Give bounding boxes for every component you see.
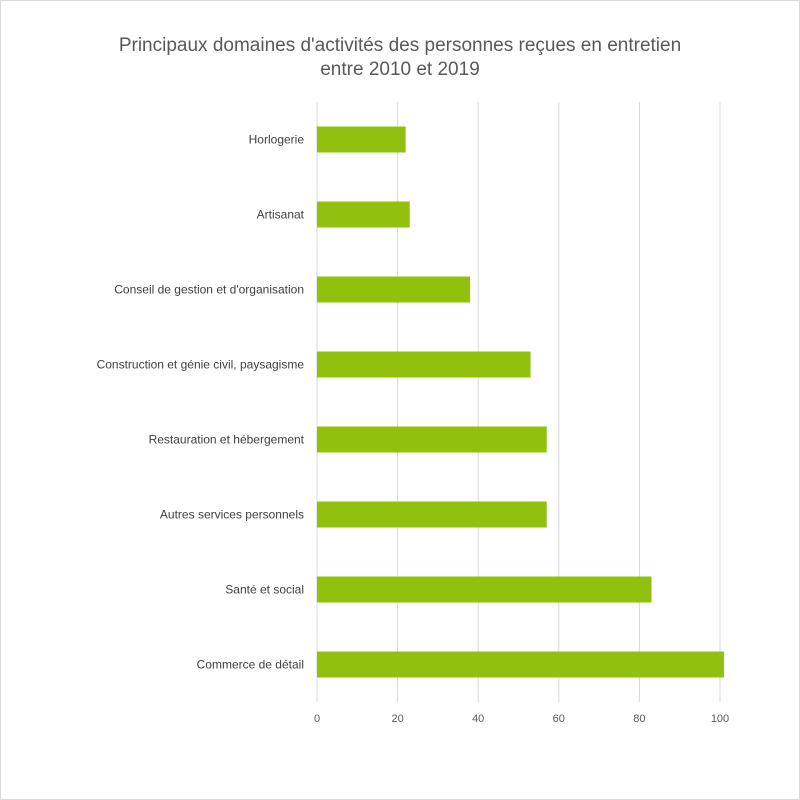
bar	[317, 351, 531, 378]
bar	[317, 426, 547, 453]
chart-title-line-2: entre 2010 et 2019	[320, 59, 480, 80]
x-tick-label: 80	[633, 713, 645, 725]
category-label: Commerce de détail	[197, 658, 304, 672]
x-tick-label: 40	[472, 713, 484, 725]
category-label: Construction et génie civil, paysagisme	[97, 358, 305, 372]
x-tick-label: 100	[711, 713, 729, 725]
category-label: Restauration et hébergement	[149, 433, 305, 447]
x-tick-label: 20	[391, 713, 403, 725]
bar	[317, 201, 410, 228]
bar	[317, 126, 406, 153]
gridlines	[316, 102, 721, 702]
category-label: Horlogerie	[249, 133, 305, 147]
x-tick-label: 60	[553, 713, 565, 725]
bar	[317, 651, 725, 678]
x-tick-label: 0	[314, 713, 320, 725]
bar	[317, 576, 652, 603]
bar	[317, 501, 547, 528]
category-label: Santé et social	[225, 583, 304, 597]
category-label: Autres services personnels	[160, 508, 304, 522]
bar	[317, 276, 471, 303]
chart-title-line-1: Principaux domaines d'activités des pers…	[118, 35, 682, 56]
bars	[317, 126, 725, 678]
category-label: Conseil de gestion et d'organisation	[114, 283, 304, 297]
category-label: Artisanat	[257, 208, 305, 222]
category-labels: Horlogerie Artisanat Conseil de gestion et…	[97, 133, 305, 672]
x-tick-labels: 0 20 40 60 80 100	[314, 713, 729, 725]
